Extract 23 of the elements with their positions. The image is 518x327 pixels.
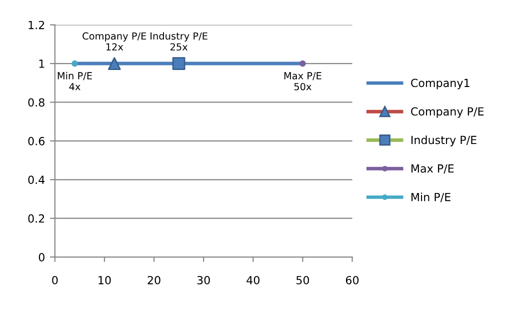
legend-label: Company P/E — [411, 107, 484, 118]
legend-label: Company1 — [411, 78, 470, 90]
x-tick-label: 50 — [296, 276, 310, 284]
y-tick-label: 0 — [38, 252, 44, 262]
annotation: Industry P/E 25x — [150, 32, 208, 51]
x-tick-label: 20 — [148, 276, 160, 284]
y-tick-label: 0.8 — [28, 98, 44, 107]
x-tick-label: 10 — [98, 276, 111, 284]
y-tick-label: 1.2 — [28, 20, 44, 30]
x-tick-label: 60 — [346, 276, 359, 284]
legend-label: Max P/E — [412, 164, 454, 174]
x-tick-label: 0 — [52, 276, 58, 284]
y-tick-label: 0.4 — [28, 176, 45, 184]
y-tick-label: 1 — [39, 60, 44, 68]
legend-label: Industry P/E — [412, 136, 476, 146]
annotation: Min P/E 4x — [58, 72, 92, 90]
annotation: Max P/E 50x — [284, 72, 322, 90]
y-tick-label: 0.2 — [28, 214, 44, 223]
x-tick-label: 40 — [246, 276, 260, 284]
annotation: Company P/E 12x — [82, 32, 146, 50]
y-tick-label: 0.6 — [28, 136, 44, 146]
legend-label: Min P/E — [412, 192, 450, 202]
x-tick-label: 30 — [197, 276, 210, 284]
